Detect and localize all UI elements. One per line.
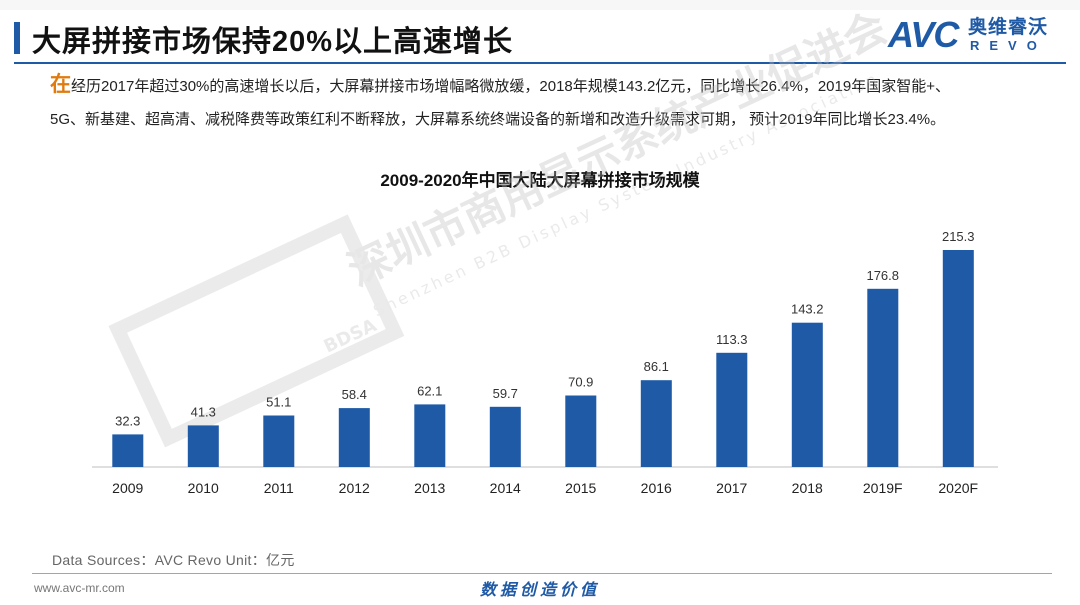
watermark-frame — [108, 214, 405, 448]
value-label-2012: 58.4 — [342, 387, 367, 402]
bar-2016 — [640, 380, 672, 467]
bars-group — [112, 250, 974, 467]
x-tick-label-2018: 2018 — [792, 480, 823, 496]
bar-2012 — [338, 408, 370, 467]
logo-avc-text: AVC — [888, 14, 959, 55]
watermark-en-text: Shenzhen B2B Display System Industry Ass… — [370, 68, 882, 320]
footer-rule — [32, 573, 1052, 574]
value-label-2018: 143.2 — [791, 302, 824, 317]
intro-dropcap: 在 — [50, 73, 71, 96]
x-tick-label-2014: 2014 — [490, 480, 521, 496]
bar-2011 — [263, 415, 295, 467]
x-tick-label-2012: 2012 — [339, 480, 370, 496]
value-label-2017: 113.3 — [716, 332, 748, 347]
avc-revo-logo: AVC 奥维睿沃 REVO — [888, 12, 1068, 58]
chart-title: 2009-2020年中国大陆大屏幕拼接市场规模 — [380, 171, 700, 190]
bar-2009 — [112, 434, 144, 467]
x-tick-label-2019F: 2019F — [863, 480, 903, 496]
value-label-2011: 51.1 — [266, 395, 291, 410]
data-source-note: Data Sources：AVC Revo Unit：亿元 — [52, 552, 295, 568]
x-tick-label-2017: 2017 — [716, 480, 747, 496]
x-tick-label-2010: 2010 — [188, 480, 219, 496]
value-label-2020F: 215.3 — [942, 229, 975, 244]
slide-title: 大屏拼接市场保持20%以上高速增长 — [32, 26, 514, 58]
x-tick-label-2013: 2013 — [414, 480, 445, 496]
x-tick-label-2009: 2009 — [112, 480, 143, 496]
value-label-2013: 62.1 — [417, 383, 442, 398]
value-label-2010: 41.3 — [191, 404, 216, 419]
x-tick-label-2016: 2016 — [641, 480, 672, 496]
bar-2014 — [489, 406, 521, 467]
watermark-cn-text: 深圳市商用显示系统产业促进会 — [340, 2, 894, 295]
top-strip — [0, 0, 1080, 10]
bar-2020F — [942, 250, 974, 467]
x-tick-labels-group: 2009 2010 2011 2012 2013 2014 2015 2016 2017 2018… — [112, 480, 978, 496]
bar-2017 — [716, 352, 748, 467]
bar-2015 — [565, 395, 597, 467]
footer-url: www.avc-mr.com — [34, 581, 125, 595]
value-label-2019F: 176.8 — [866, 268, 899, 283]
logo-revo-text: REVO — [970, 38, 1047, 53]
x-tick-label-2011: 2011 — [264, 480, 294, 496]
value-label-2015: 70.9 — [568, 375, 593, 390]
bar-2018 — [791, 322, 823, 467]
value-label-2009: 32.3 — [115, 413, 140, 428]
bar-2013 — [414, 404, 446, 467]
intro-paragraph: 在经历2017年超过30%的高速增长以后，大屏幕拼接市场增幅略微放缓，2018年… — [50, 68, 1060, 136]
title-accent-bar — [14, 22, 20, 54]
logo-cn-text: 奥维睿沃 — [968, 17, 1049, 38]
bar-2019F — [867, 288, 899, 467]
intro-line-1: 经历2017年超过30%的高速增长以后，大屏幕拼接市场增幅略微放缓，2018年规… — [71, 78, 950, 95]
footer-slogan: 数据创造价值 — [479, 582, 600, 599]
title-rule — [14, 62, 1066, 64]
bar-2010 — [187, 425, 219, 467]
value-label-2016: 86.1 — [644, 359, 669, 374]
x-tick-label-2015: 2015 — [565, 480, 596, 496]
x-tick-label-2020F: 2020F — [938, 480, 978, 496]
value-label-2014: 59.7 — [493, 386, 518, 401]
intro-line-2: 5G、新基建、超高清、减税降费等政策红利不断释放，大屏幕系统终端设备的新增和改造… — [50, 111, 946, 128]
value-labels-group: 32.3 41.3 51.1 58.4 62.1 59.7 70.9 86.1 113.3 143… — [115, 229, 974, 428]
